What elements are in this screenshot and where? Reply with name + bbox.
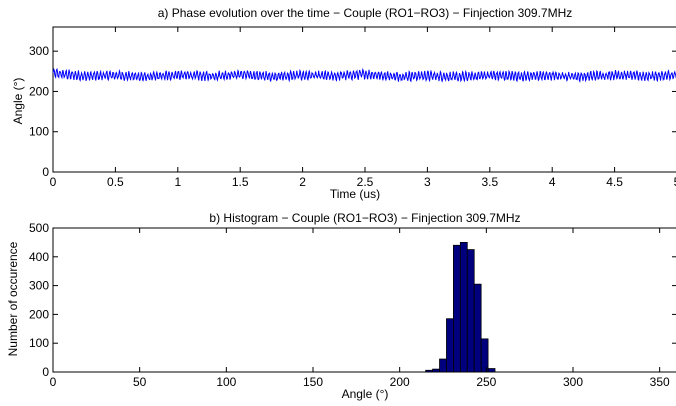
panel-b-xtick-label: 50 [133,375,147,389]
panel-b-bars [425,241,496,373]
histogram-bar [473,283,482,373]
panel-b-title: b) Histogram − Couple (RO1−RO3) − Finjec… [209,211,520,225]
panel-a-xtick-label: 2 [299,175,306,189]
panel-a-xtick-label: 3.5 [481,175,498,189]
panel-a-xtick-label: 4.5 [606,175,623,189]
histogram-bar [480,338,489,373]
panel-a-title: a) Phase evolution over the time − Coupl… [158,6,573,20]
panel-a-xlabel: Time (us) [330,187,380,201]
panel-b-ytick-label: 100 [29,336,49,350]
histogram-bar [466,249,475,373]
panel-b-ytick-label: 200 [29,307,49,321]
panel-a-ytick-label: 300 [29,44,49,58]
panel-b-xtick-label: 300 [563,375,583,389]
panel-b-ytick-label: 300 [29,279,49,293]
histogram-bar [446,318,454,373]
histogram-bar [459,241,468,373]
panel-a-xtick-label: 2.5 [357,175,374,189]
panel-a-xtick-label: 1.5 [232,175,249,189]
panel-a-xtick-label: 1 [174,175,181,189]
panel-b-ytick-label: 400 [29,250,49,264]
histogram-bar [439,358,447,373]
panel-a-ytick-label: 200 [29,84,49,98]
histogram-bar [452,244,461,373]
panel-b-ytick-label: 0 [42,365,49,379]
panel-b-xtick-label: 0 [50,375,57,389]
histogram-bar [432,368,440,373]
panel-a-ticks: 0 0.5 1 1.5 2 2.5 3 3.5 4 4.5 5 0 100 200 300 [29,27,676,189]
panel-b: b) Histogram − Couple (RO1−RO3) − Finjec… [6,211,676,401]
panel-a-xtick-label: 0.5 [107,175,124,189]
panel-b-xtick-label: 350 [650,375,670,389]
panel-a-xtick-label: 4 [549,175,556,189]
panel-b-ylabel: Number of occurence [6,241,20,356]
panel-a-xtick-label: 0 [50,175,57,189]
panel-a-axes-box [52,26,676,173]
histogram-bar [425,369,433,373]
panel-a-ylabel: Angle (°) [11,78,25,125]
panel-b-xtick-label: 200 [390,375,410,389]
panel-a: a) Phase evolution over the time − Coupl… [11,6,676,201]
panel-b-xtick-label: 100 [216,375,236,389]
panel-a-xtick-label: 5 [674,175,676,189]
panel-a-xtick-label: 3 [424,175,431,189]
panel-a-phase-line [52,67,676,84]
panel-b-ytick-label: 500 [29,221,49,235]
histogram-bar [487,368,496,373]
panel-a-ytick-label: 100 [29,125,49,139]
panel-a-ytick-label: 0 [42,165,49,179]
panel-b-xlabel: Angle (°) [342,387,389,401]
panel-b-ticks: 0 50 100 150 200 250 300 350 0 100 200 300 400 500 [29,221,676,389]
panel-b-xtick-label: 250 [476,375,496,389]
panel-b-xtick-label: 150 [303,375,323,389]
panel-b-axes-box [52,227,676,373]
